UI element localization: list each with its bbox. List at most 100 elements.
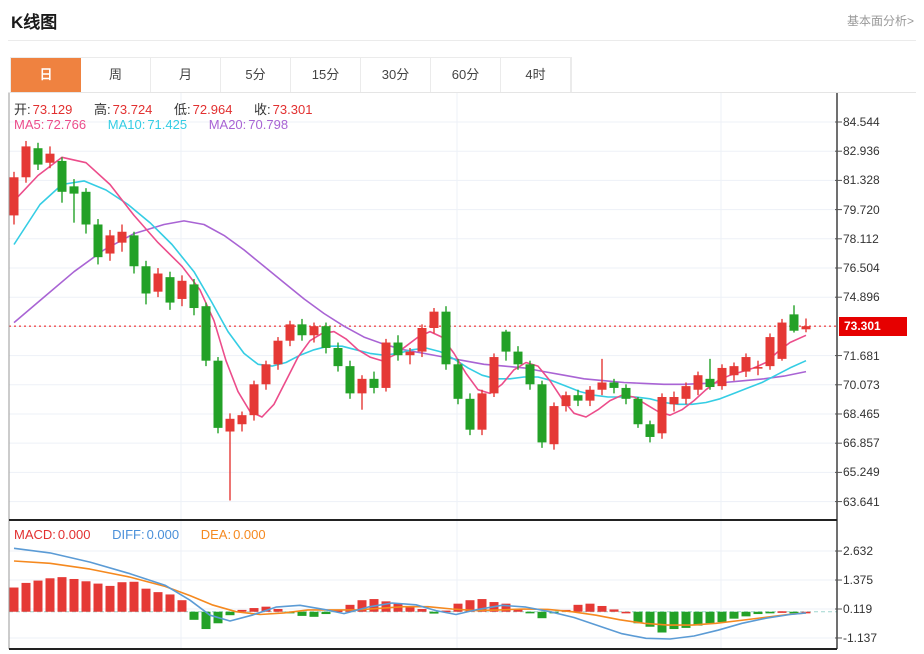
macd-bar xyxy=(81,581,91,612)
candle-body xyxy=(489,357,499,394)
axis-tick-label: 76.504 xyxy=(843,261,880,275)
candle-body xyxy=(525,364,535,385)
macd-bar xyxy=(117,582,127,612)
candle-body xyxy=(381,342,391,388)
low-label: 低: xyxy=(174,102,191,117)
tab-timeframe-6[interactable]: 60分 xyxy=(431,58,501,92)
tabbar-bottom-border xyxy=(8,92,916,93)
macd-bar xyxy=(537,611,547,619)
tab-timeframe-1[interactable]: 周 xyxy=(81,58,151,92)
axis-tick-label: 74.896 xyxy=(843,290,880,305)
macd-bar xyxy=(765,611,775,614)
candle-body xyxy=(477,393,487,430)
macd-bar xyxy=(585,603,595,612)
macd-bar xyxy=(177,600,187,612)
macd-row: MACD: 0.000 DIFF: 0.000 DEA: 0.000 xyxy=(14,527,268,542)
dea-line xyxy=(13,560,807,626)
candle-body xyxy=(417,327,427,352)
macd-bar xyxy=(57,577,67,612)
candle-body xyxy=(105,235,115,254)
candle-body xyxy=(393,342,403,356)
candle-body xyxy=(645,424,655,437)
fundamental-analysis-link[interactable]: 基本面分析> xyxy=(846,14,914,28)
macd-bar xyxy=(405,605,415,612)
candle-body xyxy=(753,367,763,369)
ma10-label: MA10: xyxy=(107,117,146,132)
macd-bar xyxy=(141,588,151,612)
candle-body xyxy=(129,235,139,267)
macd-bar xyxy=(729,611,739,619)
axis-tick-label: 81.328 xyxy=(843,173,880,188)
candle-body xyxy=(189,284,199,309)
macd-bar xyxy=(357,600,367,612)
macd-bar xyxy=(189,611,199,620)
macd-bar xyxy=(429,611,439,614)
macd-bar xyxy=(513,608,523,612)
candle-body xyxy=(333,347,343,367)
candle-body xyxy=(165,277,175,303)
macd-value: 0.000 xyxy=(57,527,91,542)
ma5-line xyxy=(13,156,807,418)
macd-bar xyxy=(705,611,715,624)
macd-bar xyxy=(333,610,343,612)
candle-body xyxy=(501,331,511,352)
diff-value: 0.000 xyxy=(146,527,180,542)
axis-tick-label: 2.632 xyxy=(843,544,874,559)
candle-body xyxy=(765,337,775,367)
tab-timeframe-7[interactable]: 4时 xyxy=(501,58,571,92)
candle-body xyxy=(201,306,211,361)
candle-body xyxy=(321,326,331,348)
candle-body xyxy=(153,273,163,292)
dea-value: 0.000 xyxy=(233,527,266,542)
candle-body xyxy=(621,387,631,399)
candle-body xyxy=(693,375,703,390)
macd-bar xyxy=(573,604,583,612)
candle-body xyxy=(441,311,451,365)
candle-body xyxy=(309,326,319,336)
candle-body xyxy=(573,395,583,401)
ma5-label: MA5: xyxy=(14,117,45,132)
tab-timeframe-2[interactable]: 月 xyxy=(151,58,221,92)
candle-body xyxy=(429,311,439,328)
candle-body xyxy=(21,146,31,178)
candle-body xyxy=(777,322,787,359)
macd-bar xyxy=(741,611,751,617)
axis-tick-label: 0.119 xyxy=(843,602,873,616)
macd-bar xyxy=(609,609,619,612)
macd-bar xyxy=(681,611,691,628)
candle-body xyxy=(141,266,151,294)
axis-tick-label: 78.112 xyxy=(843,231,879,246)
axis-tick-label: 71.681 xyxy=(843,348,880,363)
candle-body xyxy=(657,397,667,434)
macd-bar xyxy=(441,610,451,613)
candle-body xyxy=(729,366,739,376)
macd-bar xyxy=(525,611,535,614)
macd-bar xyxy=(309,611,319,617)
macd-bar xyxy=(465,600,475,612)
macd-bar xyxy=(165,594,175,612)
macd-bar xyxy=(633,611,643,624)
macd-bar xyxy=(693,611,703,626)
tab-timeframe-0[interactable]: 日 xyxy=(11,58,81,92)
tab-timeframe-3[interactable]: 5分 xyxy=(221,58,291,92)
ohlc-row: 开: 73.129 高: 73.724 低: 72.964 收: 73.301 xyxy=(14,99,314,118)
macd-bar xyxy=(417,608,427,612)
candle-body xyxy=(225,418,235,432)
candle-body xyxy=(45,153,55,163)
tab-timeframe-5[interactable]: 30分 xyxy=(361,58,431,92)
macd-bar xyxy=(153,592,163,612)
current-price-badge: 73.301 xyxy=(839,316,907,336)
macd-bar xyxy=(201,611,211,630)
candle-body xyxy=(465,398,475,430)
candle-body xyxy=(9,177,19,216)
ma20-label: MA20: xyxy=(208,117,247,132)
macd-bar xyxy=(249,608,259,612)
candle-body xyxy=(681,386,691,399)
candle-body xyxy=(261,364,271,385)
macd-bar xyxy=(297,611,307,616)
close-value: 73.301 xyxy=(272,102,313,117)
tab-timeframe-4[interactable]: 15分 xyxy=(291,58,361,92)
axis-tick-label: 84.544 xyxy=(843,115,880,129)
